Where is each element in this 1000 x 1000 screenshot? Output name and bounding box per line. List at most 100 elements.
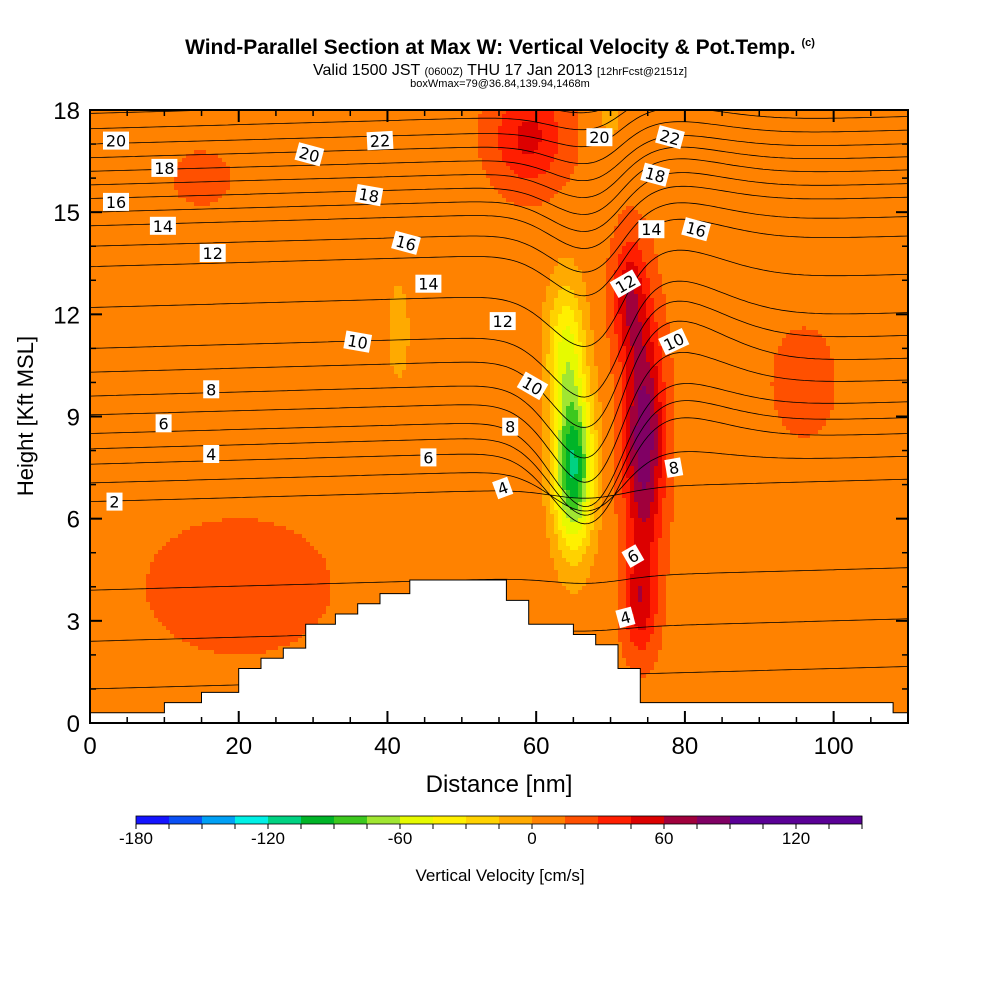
velocity-cell [618, 254, 623, 295]
velocity-cell [638, 390, 643, 483]
velocity-cell [558, 530, 563, 551]
velocity-cell [578, 482, 583, 503]
velocity-cell [590, 330, 595, 395]
velocity-cell [634, 210, 639, 243]
svg-text:8: 8 [206, 380, 216, 399]
colorbar-swatch [631, 816, 665, 824]
velocity-cell [222, 110, 227, 163]
velocity-cell [486, 110, 491, 179]
theta-contour-line [90, 202, 908, 273]
velocity-cell [190, 202, 195, 527]
velocity-cell [222, 194, 227, 519]
velocity-cell [650, 238, 655, 299]
velocity-cell [154, 618, 159, 723]
velocity-cell [678, 110, 683, 723]
velocity-cell [162, 110, 167, 547]
velocity-cell [322, 558, 327, 615]
velocity-cell [642, 522, 647, 631]
colorbar-swatch [664, 816, 698, 824]
velocity-cell [562, 558, 567, 587]
velocity-cell [350, 110, 355, 723]
velocity-cell [214, 154, 219, 203]
velocity-cell [842, 110, 847, 723]
velocity-cell [646, 482, 651, 519]
x-tick-label: 20 [225, 733, 252, 760]
velocity-cell [582, 554, 587, 587]
velocity-cell [398, 110, 403, 287]
velocity-cell [662, 626, 667, 723]
svg-text:22: 22 [658, 126, 683, 150]
colorbar-swatch [829, 816, 863, 824]
velocity-cell [558, 486, 563, 511]
svg-text:16: 16 [106, 193, 126, 212]
velocity-cell [98, 110, 103, 723]
velocity-cell [798, 110, 803, 331]
velocity-cell [638, 110, 643, 215]
velocity-cell [406, 346, 411, 723]
velocity-cell [134, 110, 139, 723]
velocity-cell [266, 522, 271, 651]
velocity-cell [658, 274, 663, 347]
x-axis-title: Distance [nm] [426, 771, 573, 798]
velocity-cell [550, 162, 555, 199]
velocity-cell [634, 626, 639, 647]
velocity-cell [582, 330, 587, 375]
velocity-cell [562, 110, 567, 187]
theta-contour-line [90, 280, 908, 398]
velocity-cell [570, 534, 575, 551]
colorbar-swatch [466, 816, 500, 824]
velocity-cell [270, 110, 275, 523]
svg-text:8: 8 [505, 418, 515, 437]
velocity-cell [550, 110, 555, 163]
velocity-cell [550, 310, 555, 515]
colorbar-swatch [400, 816, 434, 824]
velocity-cell [866, 110, 871, 723]
velocity-cell [238, 110, 243, 519]
velocity-cell [538, 110, 543, 131]
colorbar-swatch [136, 816, 170, 824]
velocity-cell [814, 110, 819, 331]
velocity-cell [570, 566, 575, 595]
velocity-cell [794, 110, 799, 331]
velocity-cell [266, 110, 271, 523]
velocity-cell [570, 110, 575, 175]
velocity-cell [186, 642, 191, 723]
velocity-cell [702, 110, 707, 723]
velocity-cell [566, 110, 571, 183]
velocity-cell [158, 622, 163, 723]
velocity-cell [614, 514, 619, 723]
velocity-cell [558, 342, 563, 431]
velocity-cell [546, 110, 551, 171]
velocity-cell [114, 110, 119, 723]
velocity-cell [170, 110, 175, 539]
velocity-cell [154, 554, 159, 619]
velocity-cell [578, 378, 583, 407]
velocity-cell [790, 434, 795, 723]
velocity-cell [858, 110, 863, 723]
velocity-cell [726, 110, 731, 723]
velocity-cell [158, 110, 163, 551]
velocity-cell [590, 394, 595, 435]
velocity-cell [446, 110, 451, 723]
svg-text:6: 6 [159, 414, 169, 433]
velocity-cell [574, 550, 579, 567]
velocity-cell [846, 110, 851, 723]
velocity-cell [162, 626, 167, 723]
svg-text:18: 18 [154, 159, 174, 178]
velocity-cell [466, 110, 471, 723]
colorbar-swatch [367, 816, 401, 824]
velocity-cell [586, 522, 591, 547]
theta-contour-line [90, 146, 908, 199]
velocity-cell [654, 366, 659, 415]
velocity-cell [662, 498, 667, 627]
velocity-cell [590, 434, 595, 499]
velocity-cell [874, 110, 879, 723]
colorbar-swatch [532, 816, 566, 824]
velocity-cell [630, 574, 635, 615]
velocity-cell [526, 154, 531, 179]
velocity-cell [290, 530, 295, 643]
theta-contour-line [90, 300, 908, 428]
velocity-cell [614, 110, 619, 131]
velocity-cell [542, 174, 547, 203]
contour-label: 6 [621, 544, 645, 568]
